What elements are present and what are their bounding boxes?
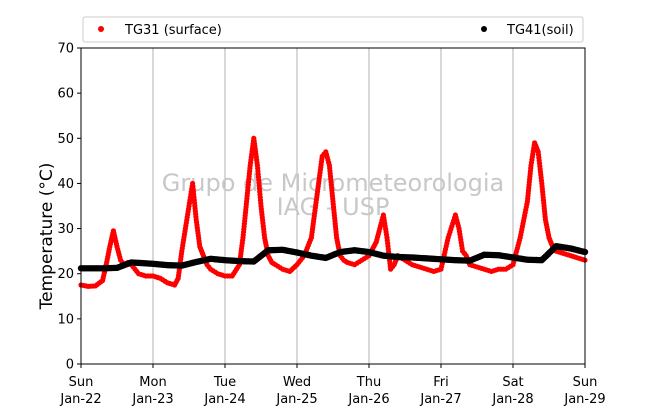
legend: TG31 (surface) TG41(soil) <box>82 16 584 43</box>
y-tick-label: 30 <box>57 222 74 237</box>
x-tick-label-date: Jan-25 <box>275 392 317 407</box>
series-tg41 <box>77 242 589 272</box>
y-axis-label: Temperature (°C) <box>37 163 57 311</box>
legend-box <box>82 16 584 43</box>
y-tick-label: 0 <box>66 358 74 373</box>
x-tick-label-day: Fri <box>433 375 449 390</box>
x-tick-label-day: Sat <box>502 375 523 390</box>
y-axis: 0 10 20 30 40 50 60 70 <box>57 42 81 373</box>
x-axis: Sun Jan-22 Mon Jan-23 Tue Jan-24 Wed Jan-25 Thu J… <box>59 364 606 407</box>
legend-label-tg41: TG41(soil) <box>506 23 574 38</box>
x-tick-label-day: Wed <box>283 375 311 390</box>
legend-marker-tg41 <box>481 26 487 32</box>
y-tick-label: 10 <box>57 312 74 327</box>
plot-frame <box>80 47 586 365</box>
y-tick-label: 20 <box>57 267 74 282</box>
legend-marker-tg31 <box>98 26 104 32</box>
y-tick-label: 70 <box>57 42 74 57</box>
x-tick-label-day: Thu <box>356 375 381 390</box>
x-tick-label-day: Sun <box>573 375 598 390</box>
gridlines <box>152 48 514 364</box>
x-tick-label-day: Sun <box>69 375 94 390</box>
x-tick-label-date: Jan-23 <box>131 392 173 407</box>
y-tick-label: 60 <box>57 87 74 102</box>
x-tick-label-date: Jan-27 <box>419 392 461 407</box>
x-tick-label-date: Jan-28 <box>491 392 533 407</box>
x-tick-label-date: Jan-22 <box>59 392 101 407</box>
x-tick-label-date: Jan-26 <box>347 392 389 407</box>
legend-label-tg31: TG31 (surface) <box>124 23 222 38</box>
x-tick-label-day: Mon <box>139 375 166 390</box>
y-tick-label: 40 <box>57 177 74 192</box>
x-tick-label-date: Jan-24 <box>203 392 245 407</box>
y-tick-label: 50 <box>57 132 74 147</box>
x-tick-label-day: Tue <box>213 375 236 390</box>
x-tick-label-date: Jan-29 <box>563 392 605 407</box>
